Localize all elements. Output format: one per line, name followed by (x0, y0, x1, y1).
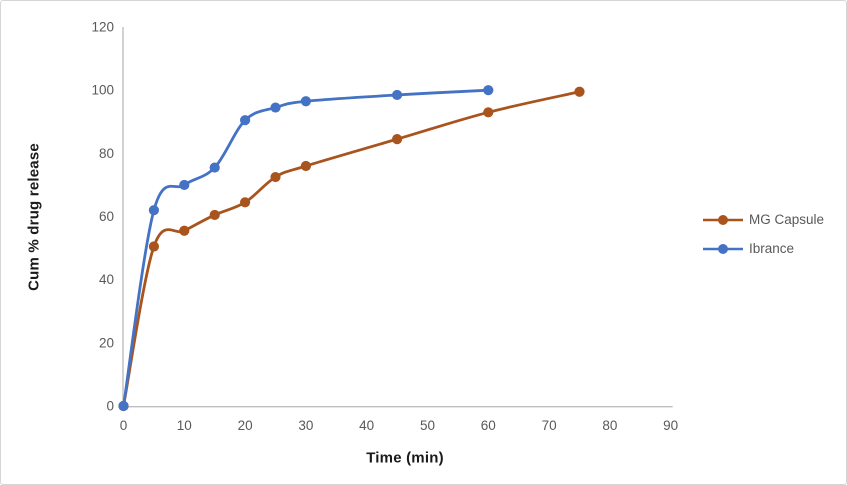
data-point-ibrance (392, 89, 403, 101)
data-point-ibrance (270, 102, 281, 113)
ibrance-series-marker-icon (703, 243, 743, 254)
legend-label-ibrance: Ibrance (749, 241, 795, 256)
x-axis-tick-label: 50 (420, 418, 435, 433)
x-axis-tick-label: 90 (663, 418, 678, 433)
data-point-mg-capsule (209, 209, 220, 221)
data-point-mg-capsule (240, 197, 251, 208)
x-axis-tick-label: 30 (298, 418, 313, 433)
data-point-mg-capsule (483, 107, 494, 118)
data-point-mg-capsule (392, 134, 403, 145)
data-point-ibrance (483, 85, 494, 96)
legend: MG Capsule Ibrance (702, 212, 824, 256)
legend-item-ibrance: Ibrance (702, 241, 824, 256)
legend-item-mg-capsule: MG Capsule (702, 212, 824, 227)
x-axis-tick-label: 70 (542, 418, 557, 433)
y-axis-tick-label: 0 (106, 399, 114, 414)
y-axis-tick-label: 80 (99, 146, 114, 161)
data-point-ibrance (300, 96, 311, 107)
y-axis-tick-label: 20 (99, 335, 114, 350)
x-axis-tick-label: 60 (481, 418, 496, 433)
x-axis-tick-label: 0 (120, 418, 128, 433)
x-axis-title: Time (min) (366, 449, 444, 467)
x-axis-tick-label: 40 (359, 418, 374, 433)
x-axis-tick-label: 10 (177, 418, 192, 433)
data-point-ibrance (240, 115, 251, 126)
axis-lines (122, 27, 673, 408)
data-point-mg-capsule (270, 171, 281, 183)
y-axis-tick-label: 120 (91, 20, 114, 35)
data-point-ibrance (179, 179, 190, 191)
x-axis-tick-label: 80 (602, 418, 617, 433)
y-axis-tick-label: 60 (99, 209, 114, 224)
data-point-mg-capsule (148, 241, 159, 252)
data-point-ibrance (148, 205, 159, 216)
series-line-ibrance (122, 88, 490, 408)
data-point-mg-capsule (300, 160, 311, 172)
data-point-mg-capsule (574, 86, 585, 97)
x-axis-tick-label: 20 (238, 418, 253, 433)
y-axis-title: Cum % drug release (25, 143, 43, 291)
y-axis-tick-label: 100 (91, 83, 114, 98)
series-line-mg-capsule (122, 90, 581, 408)
data-point-ibrance (209, 162, 220, 173)
legend-label-mg-capsule: MG Capsule (749, 212, 825, 227)
mg-capsule-series-marker-icon (703, 214, 743, 225)
data-point-mg-capsule (179, 225, 190, 236)
data-point-ibrance (118, 400, 129, 412)
y-axis-tick-label: 40 (99, 272, 114, 287)
